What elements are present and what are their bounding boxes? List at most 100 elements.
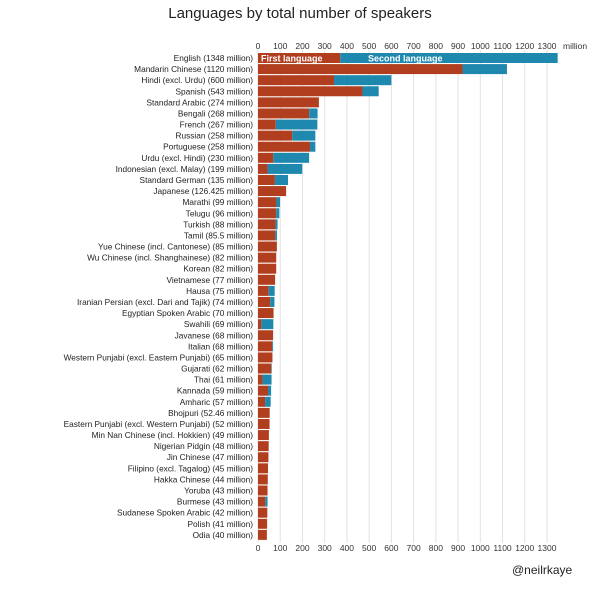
x-tick-label-bottom: 1200 bbox=[515, 543, 534, 553]
bar-second-language bbox=[270, 296, 275, 307]
category-label: Gujarati (62 million) bbox=[181, 364, 253, 374]
bar-second-language bbox=[273, 152, 310, 163]
bar-first-language bbox=[258, 474, 268, 485]
bar-first-language bbox=[258, 174, 275, 185]
x-tick-label-top: 1000 bbox=[471, 41, 490, 51]
x-tick-label-top: 300 bbox=[318, 41, 332, 51]
category-label: Iranian Persian (excl. Dari and Tajik) (… bbox=[77, 297, 253, 307]
category-label: Sudanese Spoken Arabic (42 million) bbox=[117, 508, 253, 518]
bar-first-language bbox=[258, 452, 269, 463]
bar-second-language bbox=[265, 496, 268, 507]
category-label: Eastern Punjabi (excl. Western Punjabi) … bbox=[64, 419, 254, 429]
bar-first-language bbox=[258, 496, 266, 507]
bar-first-language bbox=[258, 352, 273, 363]
x-tick-label-bottom: 1000 bbox=[471, 543, 490, 553]
category-label: Swahili (69 million) bbox=[184, 319, 253, 329]
category-label: Burmese (43 million) bbox=[177, 497, 253, 507]
bar-first-language bbox=[258, 230, 276, 241]
category-label: Vietnamese (77 million) bbox=[166, 275, 253, 285]
category-label: Hindi (excl. Urdu) (600 million) bbox=[141, 75, 253, 85]
legend-second-language: Second language bbox=[368, 54, 443, 64]
category-label: Hakka Chinese (44 million) bbox=[154, 474, 253, 484]
bar-first-language bbox=[258, 441, 269, 452]
x-tick-label-top: 800 bbox=[429, 41, 443, 51]
category-label: Japanese (126.425 million) bbox=[153, 186, 253, 196]
x-tick-label-top: 0 bbox=[256, 41, 261, 51]
category-label: Nigerian Pidgin (48 million) bbox=[154, 441, 253, 451]
category-label: Urdu (excl. Hindi) (230 million) bbox=[141, 153, 253, 163]
x-tick-label-bottom: 600 bbox=[384, 543, 398, 553]
bar-first-language bbox=[258, 529, 267, 540]
bar-second-language bbox=[275, 219, 278, 230]
x-tick-label-bottom: 900 bbox=[451, 543, 465, 553]
category-label: Portuguese (258 million) bbox=[163, 142, 253, 152]
x-tick-label-top: 700 bbox=[407, 41, 421, 51]
category-label: Hausa (75 million) bbox=[186, 286, 253, 296]
x-axis-unit-label: million bbox=[563, 41, 587, 51]
category-label: Filipino (excl. Tagalog) (45 million) bbox=[128, 463, 254, 473]
x-tick-label-top: 1300 bbox=[538, 41, 557, 51]
bar-first-language bbox=[258, 296, 271, 307]
category-label: Min Nan Chinese (incl. Hokkien) (49 mill… bbox=[92, 430, 254, 440]
bar-second-language bbox=[309, 108, 318, 119]
x-tick-label-top: 900 bbox=[451, 41, 465, 51]
x-tick-label-bottom: 200 bbox=[295, 543, 309, 553]
bar-first-language bbox=[258, 119, 276, 130]
x-tick-label-top: 400 bbox=[340, 41, 354, 51]
category-label: Yoruba (43 million) bbox=[184, 486, 253, 496]
bar-first-language bbox=[258, 75, 335, 86]
bar-first-language bbox=[258, 407, 270, 418]
category-label: Egyptian Spoken Arabic (70 million) bbox=[122, 308, 253, 318]
bar-second-language bbox=[275, 230, 278, 241]
bar-second-language bbox=[262, 374, 272, 385]
category-label: Amharic (57 million) bbox=[180, 397, 254, 407]
x-tick-label-top: 200 bbox=[295, 41, 309, 51]
bar-second-language bbox=[340, 53, 558, 63]
bar-second-language bbox=[272, 341, 274, 352]
bar-first-language bbox=[258, 363, 272, 374]
bar-first-language bbox=[258, 241, 277, 252]
bar-second-language bbox=[310, 141, 316, 152]
category-label: English (1348 million) bbox=[174, 53, 254, 63]
bar-second-language bbox=[267, 163, 303, 174]
category-label: Western Punjabi (excl. Eastern Punjabi) … bbox=[64, 352, 254, 362]
category-label: Standard German (135 million) bbox=[140, 175, 254, 185]
bar-first-language bbox=[258, 485, 268, 496]
bar-first-language bbox=[258, 263, 277, 274]
bar-first-language bbox=[258, 252, 277, 263]
bar-first-language bbox=[258, 274, 276, 285]
category-label: Javanese (68 million) bbox=[175, 330, 254, 340]
category-label: Polish (41 million) bbox=[188, 519, 254, 529]
category-label: Thai (61 million) bbox=[194, 375, 253, 385]
bar-second-language bbox=[265, 396, 271, 407]
bar-second-language bbox=[268, 285, 275, 296]
category-label: Odia (40 million) bbox=[193, 530, 254, 540]
bar-first-language bbox=[258, 507, 268, 518]
bar-first-language bbox=[258, 163, 268, 174]
credit-text: @neilrkaye bbox=[512, 563, 573, 577]
category-label: Tamil (85.5 million) bbox=[184, 230, 253, 240]
bar-first-language bbox=[258, 285, 269, 296]
bar-first-language bbox=[258, 518, 268, 529]
chart-title: Languages by total number of speakers bbox=[168, 5, 432, 22]
bar-first-language bbox=[258, 208, 277, 219]
bar-first-language bbox=[258, 385, 269, 396]
category-label: Russian (258 million) bbox=[176, 131, 254, 141]
bar-first-language bbox=[258, 430, 269, 441]
bar-first-language bbox=[258, 130, 293, 141]
bar-second-language bbox=[268, 385, 272, 396]
bar-second-language bbox=[362, 86, 379, 97]
x-tick-label-top: 500 bbox=[362, 41, 376, 51]
x-tick-label-bottom: 0 bbox=[256, 543, 261, 553]
bar-second-language bbox=[276, 197, 281, 208]
category-label: Turkish (88 million) bbox=[183, 219, 253, 229]
bar-first-language bbox=[258, 86, 363, 97]
bar-first-language bbox=[258, 152, 274, 163]
category-label: Telugu (96 million) bbox=[186, 208, 254, 218]
category-label: French (267 million) bbox=[180, 120, 254, 130]
bar-first-language bbox=[258, 97, 319, 108]
category-label: Yue Chinese (incl. Cantonese) (85 millio… bbox=[98, 242, 253, 252]
x-tick-label-bottom: 800 bbox=[429, 543, 443, 553]
bar-second-language bbox=[462, 64, 507, 75]
